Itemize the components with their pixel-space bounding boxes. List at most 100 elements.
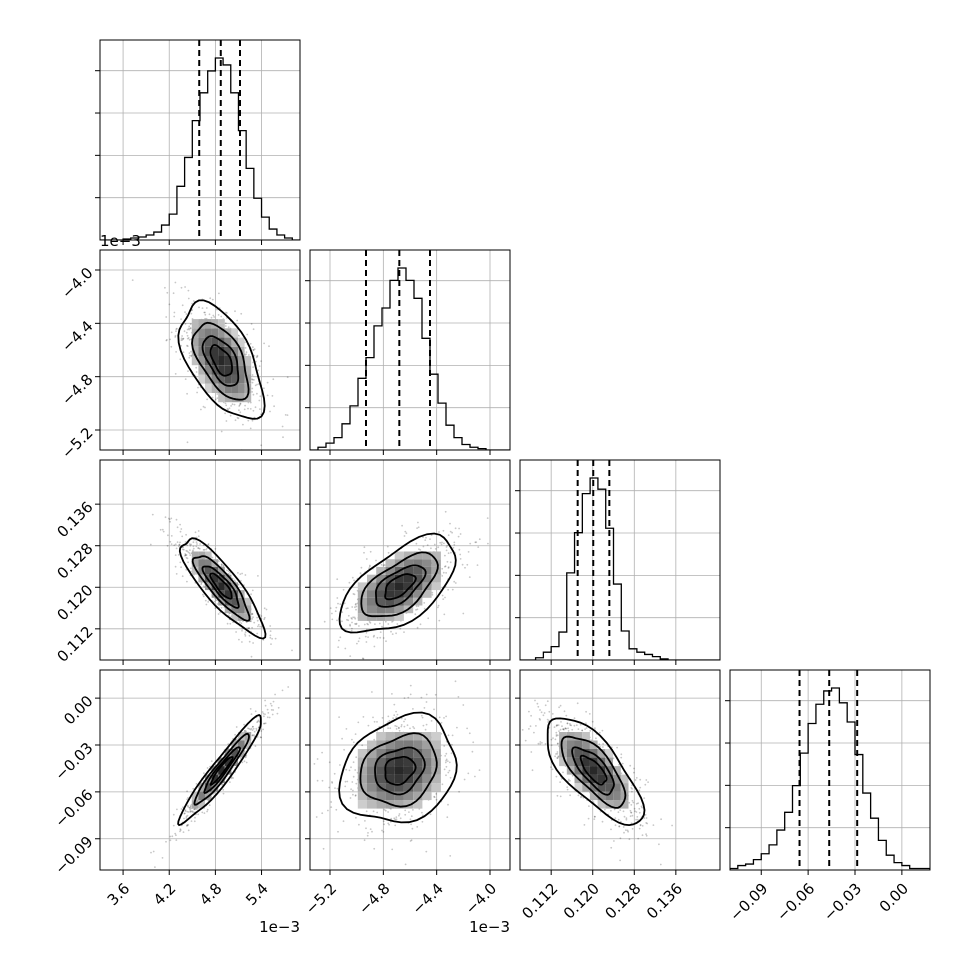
scatter-point: [202, 405, 205, 408]
scatter-point: [338, 639, 340, 642]
scatter-point: [466, 727, 468, 730]
scatter-point: [251, 613, 254, 616]
scatter-point: [555, 753, 557, 755]
scatter-point: [392, 717, 394, 719]
scatter-point: [471, 750, 474, 753]
scatter-point: [500, 725, 502, 727]
scatter-point: [640, 805, 643, 808]
scatter-point: [201, 811, 204, 814]
scatter-point: [263, 387, 265, 390]
scatter-point: [193, 808, 195, 811]
scatter-point: [189, 807, 191, 809]
density-cell: [394, 800, 404, 809]
scatter-point: [585, 722, 587, 725]
scatter-point: [345, 768, 348, 771]
scatter-point: [239, 402, 242, 405]
density-cell: [404, 766, 414, 775]
density-cell: [231, 605, 238, 614]
scatter-point: [264, 699, 266, 702]
panel-content-3-1: [306, 670, 510, 870]
scatter-point: [404, 718, 407, 721]
contour-line: [579, 754, 608, 786]
scatter-point: [601, 820, 604, 823]
scatter-point: [352, 793, 354, 796]
scatter-point: [594, 727, 596, 730]
scatter-point: [165, 840, 167, 843]
scatter-point: [461, 563, 464, 566]
scatter-point: [187, 829, 190, 832]
tick-label: −4.8: [355, 880, 393, 918]
scatter-point: [548, 710, 551, 713]
scatter-point: [188, 338, 191, 341]
density-cell: [205, 346, 212, 356]
scatter-point: [190, 807, 192, 810]
density-cell: [224, 383, 232, 393]
density-cell: [422, 774, 432, 784]
density-cell: [376, 791, 386, 801]
scatter-point: [635, 802, 638, 805]
scatter-point: [248, 640, 251, 643]
scatter-point: [638, 827, 641, 830]
scatter-point: [576, 702, 579, 705]
scatter-point: [445, 572, 447, 574]
density-cell: [238, 613, 245, 621]
scatter-point: [179, 358, 182, 361]
scatter-point: [174, 373, 177, 375]
scatter-point: [445, 765, 448, 768]
contour-line: [560, 735, 627, 809]
scatter-point: [441, 594, 444, 597]
scatter-point: [354, 623, 356, 625]
scatter-point: [388, 719, 391, 722]
scatter-point: [171, 835, 174, 838]
scatter-point: [306, 740, 308, 742]
scatter-point: [256, 355, 259, 358]
scatter-point: [186, 798, 188, 801]
scatter-point: [300, 653, 302, 655]
density-cell: [231, 613, 238, 621]
scatter-point: [449, 530, 452, 533]
scatter-point: [355, 782, 358, 785]
scatter-point: [313, 763, 316, 765]
scatter-point: [391, 633, 394, 635]
scatter-point: [546, 700, 549, 703]
scatter-point: [379, 636, 382, 639]
density-cell: [404, 590, 414, 598]
scatter-point: [472, 741, 475, 744]
scatter-point: [151, 513, 154, 516]
histogram-line: [310, 267, 510, 450]
panel-frame: [309, 459, 511, 661]
scatter-point: [395, 725, 398, 728]
scatter-point: [316, 758, 319, 760]
contour-line: [177, 299, 266, 420]
scatter-point: [179, 541, 181, 544]
tick-label: −4.0: [58, 264, 96, 302]
panel-1-1: [305, 249, 511, 455]
scatter-point: [528, 728, 530, 730]
scatter-point: [453, 541, 456, 544]
scatter-point: [259, 408, 261, 410]
scatter-point: [189, 327, 192, 329]
scatter-point: [222, 792, 225, 795]
scatter-point: [226, 622, 229, 625]
scatter-point: [202, 593, 204, 596]
scatter-point: [404, 863, 407, 866]
scatter-point: [398, 814, 400, 817]
scatter-point: [334, 610, 337, 613]
scatter-point: [149, 543, 152, 546]
scatter-point: [404, 809, 407, 812]
scatter-point: [559, 781, 561, 783]
scatter-point: [179, 561, 182, 564]
scatter-point: [449, 561, 452, 564]
panel-content-3-0: [100, 653, 302, 870]
density-cell: [357, 774, 367, 784]
scatter-point: [391, 848, 394, 851]
scatter-point: [599, 746, 602, 748]
density-cell: [620, 783, 629, 792]
scatter-point: [251, 726, 254, 728]
scatter-point: [368, 565, 371, 568]
contour-line: [177, 713, 262, 827]
density-cell: [385, 559, 395, 567]
scatter-point: [566, 722, 569, 725]
scatter-point: [244, 633, 246, 636]
scatter-point: [644, 813, 647, 816]
